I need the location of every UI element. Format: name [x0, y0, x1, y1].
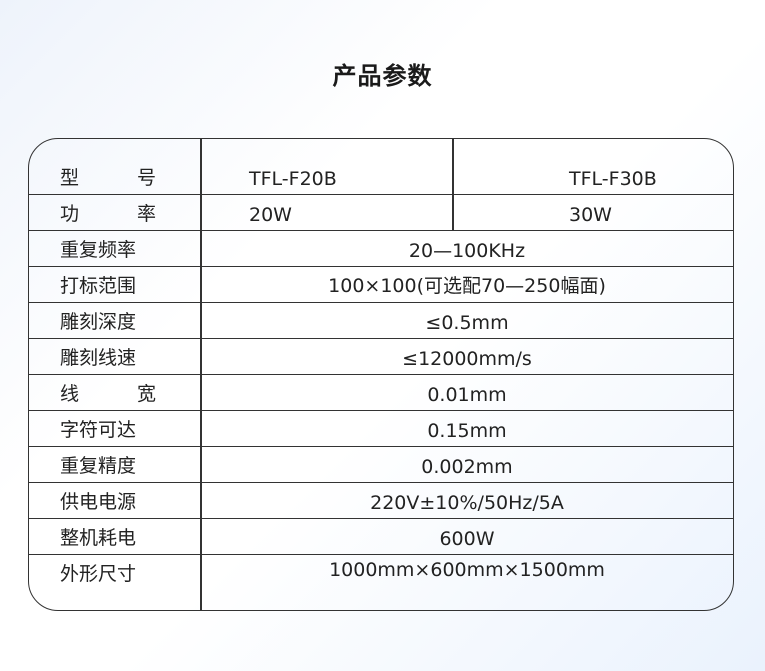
row-value: 100×100(可选配70—250幅面)	[328, 275, 606, 297]
model-2: TFL-F30B	[569, 168, 657, 190]
row-label: 整机耗电	[60, 527, 137, 549]
row-label: 雕刻深度	[60, 311, 137, 333]
table-row-model: 型号 TFL-F20B TFL-F30B	[29, 139, 733, 195]
model-divider	[452, 139, 454, 194]
model-divider	[452, 195, 454, 230]
row-label: 外形尺寸	[60, 563, 137, 585]
table-row: 雕刻线速 ≤12000mm/s	[29, 339, 733, 375]
table-row: 雕刻深度 ≤0.5mm	[29, 303, 733, 339]
row-label: 功率	[60, 199, 156, 226]
table-row: 打标范围 100×100(可选配70—250幅面)	[29, 267, 733, 303]
table-row: 线宽 0.01mm	[29, 375, 733, 411]
row-label: 型号	[60, 163, 156, 190]
label-char: 号	[136, 167, 156, 189]
table-row: 重复精度 0.002mm	[29, 447, 733, 483]
row-label: 打标范围	[60, 275, 137, 297]
row-value: ≤12000mm/s	[402, 348, 532, 370]
row-value: 20—100KHz	[408, 240, 526, 262]
row-value: 0.002mm	[421, 456, 513, 478]
row-label: 线宽	[60, 379, 156, 406]
row-value: 0.15mm	[427, 420, 507, 442]
spec-table: 型号 TFL-F20B TFL-F30B 功率 20W 30W 重复频率 20—1…	[28, 138, 734, 611]
label-char: 宽	[136, 383, 156, 405]
label-char: 功	[60, 203, 80, 225]
row-value: 600W	[439, 528, 495, 550]
table-row: 供电电源 220V±10%/50Hz/5A	[29, 483, 733, 519]
power-1: 20W	[249, 204, 292, 226]
label-char: 线	[60, 383, 80, 405]
row-label: 重复频率	[60, 239, 137, 261]
row-label: 字符可达	[60, 419, 137, 441]
table-row: 整机耗电 600W	[29, 519, 733, 555]
row-label: 供电电源	[60, 491, 137, 513]
row-value: ≤0.5mm	[425, 312, 509, 334]
row-label: 雕刻线速	[60, 347, 137, 369]
model-1: TFL-F20B	[249, 168, 337, 190]
power-2: 30W	[569, 204, 612, 226]
table-row-power: 功率 20W 30W	[29, 195, 733, 231]
label-char: 型	[60, 167, 80, 189]
table-row: 字符可达 0.15mm	[29, 411, 733, 447]
row-value: 1000mm×600mm×1500mm	[329, 559, 605, 581]
row-value: 220V±10%/50Hz/5A	[370, 492, 564, 514]
table-row: 重复频率 20—100KHz	[29, 231, 733, 267]
row-value: 0.01mm	[427, 384, 507, 406]
row-label: 重复精度	[60, 455, 137, 477]
label-char: 率	[136, 203, 156, 225]
page-title: 产品参数	[332, 62, 433, 90]
